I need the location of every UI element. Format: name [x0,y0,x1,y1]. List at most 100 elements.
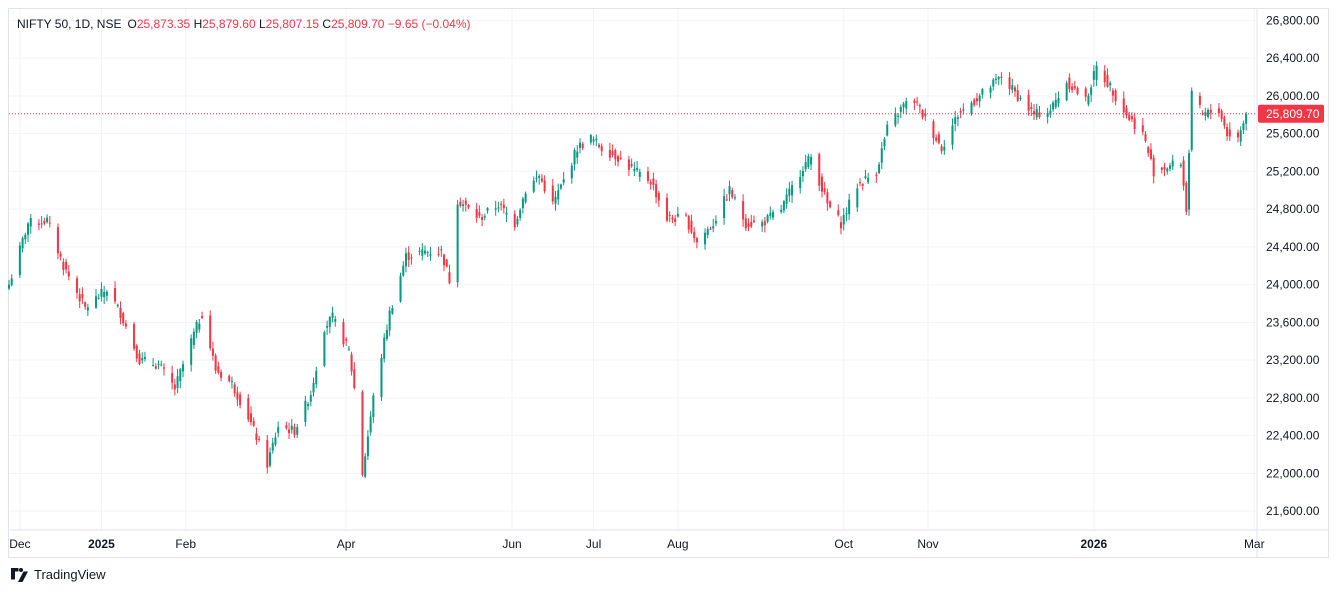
candle [1068,73,1071,93]
candle-body [494,208,497,210]
candle [141,352,144,364]
candle-body [676,213,679,217]
candle-body [18,245,21,276]
candle [671,214,674,224]
candle [456,199,459,288]
candle-body [252,420,255,426]
candle [331,306,334,323]
candle-body [1204,112,1207,116]
candle-body [277,427,280,433]
candle [334,315,337,327]
candle-body [1163,167,1166,170]
symbol-title[interactable]: NIFTY 50, 1D, NSE [17,17,122,31]
candle [578,138,581,154]
candle-body [975,98,978,102]
candle [519,208,522,221]
last-price-label: 25,809.70 [1266,107,1320,121]
candle-body [179,369,182,382]
candle [1035,103,1038,121]
candle [1152,154,1155,184]
candle [597,143,601,149]
candle [133,322,136,351]
candle [27,222,30,242]
candle-body [475,209,478,218]
candle [29,214,32,234]
candle [554,190,557,211]
candle [747,218,750,232]
candle-body [685,214,688,216]
price-tick-label: 25,600.00 [1266,127,1320,141]
time-axis[interactable]: Dec 2025 Feb Apr Jun Jul Aug Oct Nov 2026 Mar [9,529,1328,551]
candle-body [674,218,677,222]
candle [668,211,671,223]
candle-body [1166,168,1169,172]
candle [437,246,440,257]
candle [502,198,505,214]
candle-body [1073,86,1076,89]
candle-body [848,199,851,215]
candle [1128,111,1131,122]
candle [921,109,924,120]
candle-body [1226,127,1229,137]
candle [10,274,13,287]
candle-body [388,310,391,331]
candle-body [230,381,233,383]
candle [233,382,236,397]
candle [592,136,595,146]
time-tick-label: Oct [834,537,853,551]
price-axis[interactable]: 21,600.00 22,000.00 22,400.00 22,800.00 23,2… [1256,9,1320,557]
candle [744,213,747,231]
candle [810,153,813,171]
candle [1245,111,1248,131]
candle-body [1111,90,1114,96]
price-tick-label: 22,400.00 [1266,429,1320,443]
candle-body [59,253,62,257]
candle [307,402,310,411]
candle-body [1033,111,1036,115]
candle-body [557,190,560,200]
candle [364,453,367,479]
candle-body [782,201,785,211]
candle-body [535,177,538,179]
candle [791,180,794,203]
candle-body [138,353,141,365]
candle [418,247,421,256]
candle-body [576,151,579,158]
candle-body [440,249,443,251]
candle-body [7,284,11,289]
candle [65,258,68,274]
candle [725,194,728,202]
candle-body [1168,165,1172,169]
candle-body [366,436,369,457]
candle-body [478,212,481,216]
candle [997,75,1000,86]
candle-body [878,164,881,174]
candle [1103,65,1106,88]
candle [905,97,908,115]
candle-body [27,223,30,235]
candle-body [423,250,427,254]
candle [274,432,277,447]
tradingview-brand[interactable]: TradingView [10,567,106,582]
candle [1201,110,1204,116]
candle [285,421,288,430]
price-tick-label: 26,000.00 [1266,89,1320,103]
candle [674,214,677,226]
candle-body [1228,129,1231,137]
candle [943,140,946,155]
candle [440,245,443,257]
candle [162,363,165,376]
candle [573,147,576,171]
candle [1198,92,1201,109]
candle [875,172,878,184]
candle [369,411,372,436]
candle [1106,68,1109,88]
candle [481,214,484,227]
candle [513,210,516,231]
candle-body [1223,117,1226,126]
candle [124,320,127,329]
price-tick-label: 22,000.00 [1266,466,1320,480]
candle [837,204,840,217]
candle [617,154,620,167]
